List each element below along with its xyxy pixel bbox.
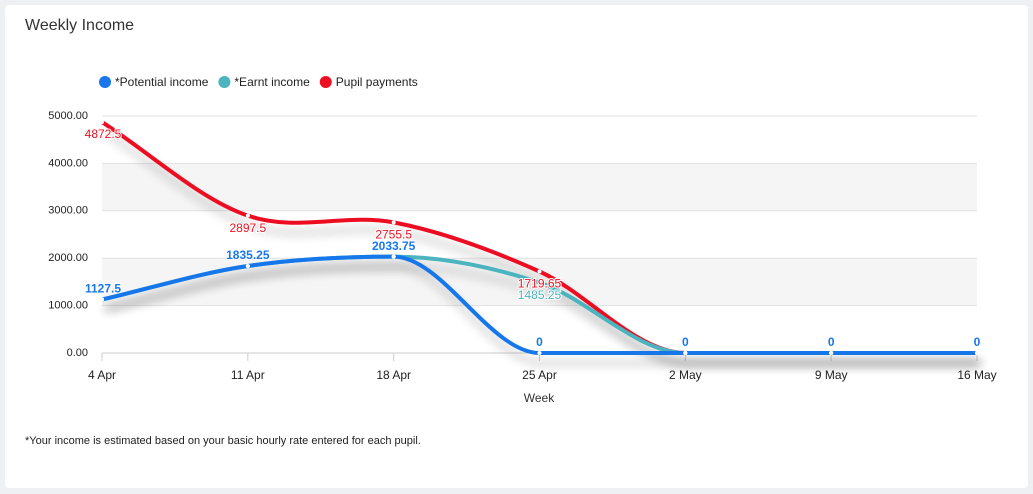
data-label: 1719.65 <box>518 277 562 291</box>
x-tick-label: 16 May <box>957 368 996 382</box>
point <box>829 351 834 355</box>
x-axis-title: Week <box>524 391 555 405</box>
chart-title: Weekly Income <box>25 17 134 34</box>
data-label: 1485.25 <box>518 288 562 302</box>
point <box>245 264 250 269</box>
legend-marker <box>99 76 111 88</box>
y-tick-label: 4000.00 <box>48 157 88 169</box>
data-label: 4872.5 <box>85 127 122 141</box>
legend-label: *Potential income <box>115 75 209 89</box>
x-tick-label: 11 Apr <box>231 368 265 382</box>
x-tick-label: 18 Apr <box>376 368 411 382</box>
y-tick-label: 1000.00 <box>48 300 88 312</box>
point <box>975 351 979 355</box>
y-tick-label: 2000.00 <box>48 252 88 264</box>
y-tick-label: 0.00 <box>67 347 88 359</box>
data-label: 0 <box>828 335 835 349</box>
grid-band <box>102 163 977 211</box>
card <box>5 5 1028 488</box>
point <box>537 269 542 274</box>
legend-marker <box>319 76 332 88</box>
x-tick-label: 25 Apr <box>522 368 557 382</box>
footnote: *Your income is estimated based on your … <box>25 435 421 447</box>
legend-label: Pupil payments <box>336 75 418 89</box>
y-tick-label: 5000.00 <box>48 110 88 122</box>
point <box>391 254 396 259</box>
point <box>537 280 542 285</box>
point <box>683 351 688 355</box>
x-tick-label: 4 Apr <box>88 368 116 382</box>
x-tick-label: 9 May <box>815 368 848 382</box>
point <box>100 297 104 302</box>
point <box>537 351 542 355</box>
data-label: 0 <box>682 335 689 349</box>
data-label: 1835.25 <box>226 248 270 262</box>
point <box>391 220 396 225</box>
data-label: 2755.5 <box>375 228 412 242</box>
point <box>100 120 104 125</box>
data-label: 0 <box>536 335 543 349</box>
point <box>245 213 250 218</box>
data-label: 0 <box>974 335 981 349</box>
data-label: 2033.75 <box>372 239 416 253</box>
x-tick-label: 2 May <box>669 368 702 382</box>
data-label: 2897.5 <box>229 221 266 235</box>
legend-label: *Earnt income <box>234 75 310 89</box>
y-tick-label: 3000.00 <box>48 205 88 217</box>
legend-marker <box>218 76 231 88</box>
data-label: 1127.5 <box>85 282 121 296</box>
